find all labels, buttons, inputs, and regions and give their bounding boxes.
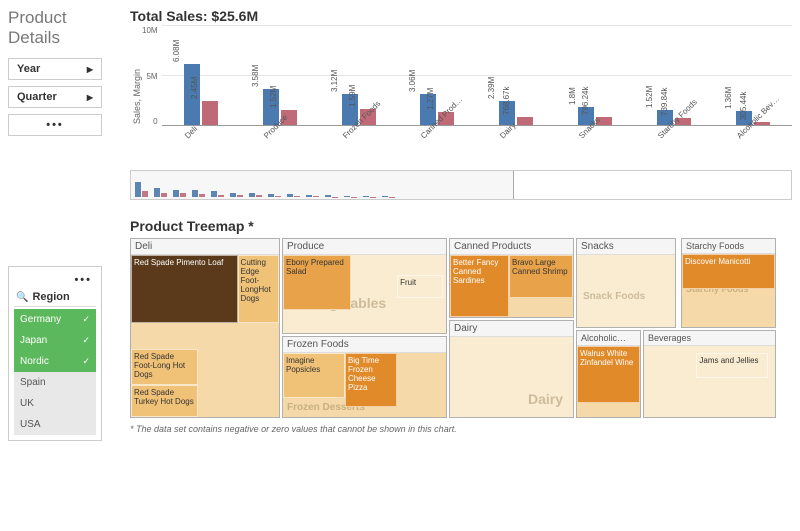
treemap-cell[interactable]: Fruit [397, 275, 443, 298]
treemap-header: Starchy Foods [682, 239, 775, 254]
treemap-cell[interactable]: Better Fancy Canned Sardines [450, 255, 509, 317]
y-tick: 10M [142, 26, 158, 35]
y-tick: 0 [142, 117, 158, 126]
treemap-footnote: * The data set contains negative or zero… [130, 424, 792, 434]
treemap-header: Dairy [450, 321, 573, 337]
region-item-usa[interactable]: USA [14, 414, 96, 435]
treemap-section-snacks[interactable]: Snacks Snack Foods [576, 238, 676, 328]
treemap-section-produce[interactable]: Produce Vegetables Ebony Prepared SaladF… [282, 238, 447, 334]
chevron-right-icon: ▶ [87, 93, 93, 102]
region-item-nordic[interactable]: Nordic✓ [14, 351, 96, 372]
treemap-cell[interactable]: Discover Manicotti [682, 254, 775, 289]
treemap-title: Product Treemap * [130, 218, 792, 234]
treemap-header: Beverages [644, 331, 775, 346]
treemap-cell[interactable]: Cutting Edge Foot-LongHot Dogs [238, 255, 279, 323]
year-label: Year [17, 63, 40, 75]
region-filter-panel: ••• 🔍 Region Germany✓Japan✓Nordic✓SpainU… [8, 266, 102, 441]
y-tick: 5M [142, 72, 158, 81]
treemap-section-alcoholic[interactable]: Alcoholic… Walrus White Zinfandel Wine [576, 330, 641, 418]
treemap-cell[interactable]: Jams and Jellies [696, 353, 768, 378]
treemap-header: Produce [283, 239, 446, 255]
treemap-cell[interactable]: Red Spade Turkey Hot Dogs [131, 385, 198, 417]
treemap-section-beverages[interactable]: Beverages Jams and Jellies [643, 330, 776, 418]
y-axis-label: Sales, Margin [130, 26, 142, 166]
treemap-section-frozen[interactable]: Frozen Foods Frozen Desserts Imagine Pop… [282, 336, 447, 418]
quarter-dropdown[interactable]: Quarter ▶ [8, 86, 102, 108]
region-search[interactable]: 🔍 Region [14, 288, 96, 307]
chart-title: Total Sales: $25.6M [130, 8, 792, 24]
chevron-right-icon: ▶ [87, 65, 93, 74]
treemap-header: Alcoholic… [577, 331, 640, 346]
treemap-cell[interactable]: Big Time Frozen Cheese Pizza [345, 353, 397, 407]
region-item-germany[interactable]: Germany✓ [14, 309, 96, 330]
treemap-header: Canned Products [450, 239, 573, 255]
treemap-cell[interactable]: Imagine Popsicles [283, 353, 345, 398]
more-button[interactable]: ••• [8, 114, 102, 136]
bar-chart: Sales, Margin 10M 5M 0 6.08M2.45M3.58M1.… [130, 26, 792, 166]
year-dropdown[interactable]: Year ▶ [8, 58, 102, 80]
treemap-section-starchy[interactable]: Starchy Foods Starchy Foods Discover Man… [681, 238, 776, 328]
treemap-cell[interactable]: Red Spade Foot-Long Hot Dogs [131, 349, 198, 385]
filter-more-button[interactable]: ••• [14, 272, 96, 288]
treemap-header: Frozen Foods [283, 337, 446, 353]
chart-overview-scrubber[interactable] [130, 170, 792, 200]
treemap[interactable]: Deli Meat Red Spade Pimento LoafCutting … [130, 238, 792, 418]
y-ticks: 10M 5M 0 [142, 26, 162, 126]
quarter-label: Quarter [17, 91, 57, 103]
treemap-cell[interactable]: Ebony Prepared Salad [283, 255, 351, 310]
treemap-header: Snacks [577, 239, 675, 255]
region-item-japan[interactable]: Japan✓ [14, 330, 96, 351]
page-title: Product Details [8, 8, 102, 48]
treemap-cell[interactable]: Red Spade Pimento Loaf [131, 255, 238, 323]
treemap-header: Deli [131, 239, 279, 255]
region-label: Region [32, 291, 69, 303]
search-icon: 🔍 [16, 292, 28, 303]
treemap-section-deli[interactable]: Deli Meat Red Spade Pimento LoafCutting … [130, 238, 280, 418]
treemap-cell[interactable]: Bravo Large Canned Shrimp [509, 255, 573, 298]
treemap-cell[interactable]: Walrus White Zinfandel Wine [577, 346, 640, 403]
region-item-uk[interactable]: UK [14, 393, 96, 414]
treemap-section-canned[interactable]: Canned Products Better Fancy Canned Sard… [449, 238, 574, 318]
treemap-section-dairy[interactable]: Dairy Dairy [449, 320, 574, 418]
region-item-spain[interactable]: Spain [14, 372, 96, 393]
